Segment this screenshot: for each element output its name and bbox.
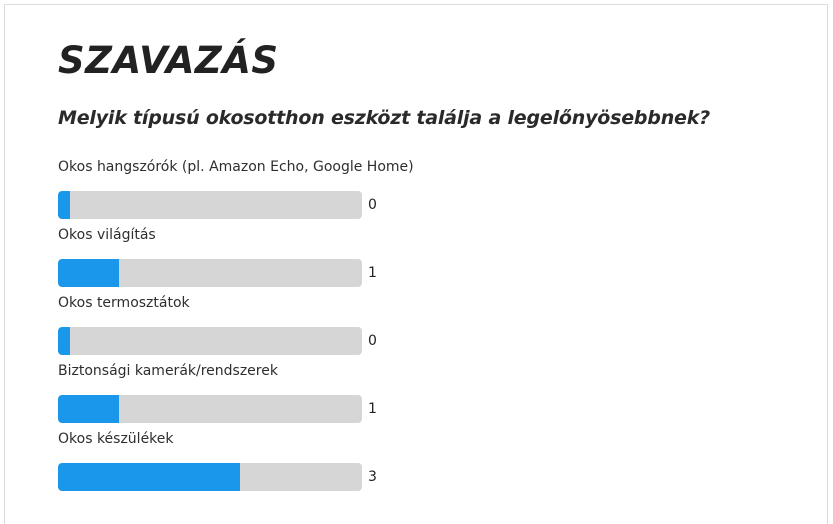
option-bar[interactable]	[58, 259, 362, 287]
poll-title: SZAVAZÁS	[58, 39, 279, 82]
option-label: Okos készülékek	[58, 431, 174, 447]
option-bar[interactable]	[58, 395, 362, 423]
option-bar-fill	[58, 463, 241, 491]
option-bar-fill	[58, 191, 71, 219]
poll-card: SZAVAZÁS Melyik típusú okosotthon eszköz…	[4, 4, 828, 524]
option-bar-fill	[58, 395, 119, 423]
option-vote-count: 1	[368, 265, 377, 281]
option-label: Okos hangszórók (pl. Amazon Echo, Google…	[58, 159, 414, 175]
option-vote-count: 0	[368, 333, 377, 349]
option-bar[interactable]	[58, 191, 362, 219]
poll-question: Melyik típusú okosotthon eszközt találja…	[58, 107, 710, 129]
option-label: Okos világítás	[58, 227, 156, 243]
option-bar[interactable]	[58, 327, 362, 355]
option-bar[interactable]	[58, 463, 362, 491]
option-vote-count: 0	[368, 197, 377, 213]
option-label: Biztonsági kamerák/rendszerek	[58, 363, 278, 379]
option-bar-fill	[58, 327, 71, 355]
poll-option[interactable]: Okos világítás 1	[58, 227, 418, 295]
poll-option[interactable]: Biztonsági kamerák/rendszerek 1	[58, 363, 418, 431]
option-vote-count: 3	[368, 469, 377, 485]
poll-option[interactable]: Okos hangszórók (pl. Amazon Echo, Google…	[58, 159, 418, 227]
option-bar-fill	[58, 259, 119, 287]
poll-options: Okos hangszórók (pl. Amazon Echo, Google…	[58, 159, 418, 499]
option-vote-count: 1	[368, 401, 377, 417]
poll-option[interactable]: Okos készülékek 3	[58, 431, 418, 499]
option-label: Okos termosztátok	[58, 295, 190, 311]
poll-option[interactable]: Okos termosztátok 0	[58, 295, 418, 363]
